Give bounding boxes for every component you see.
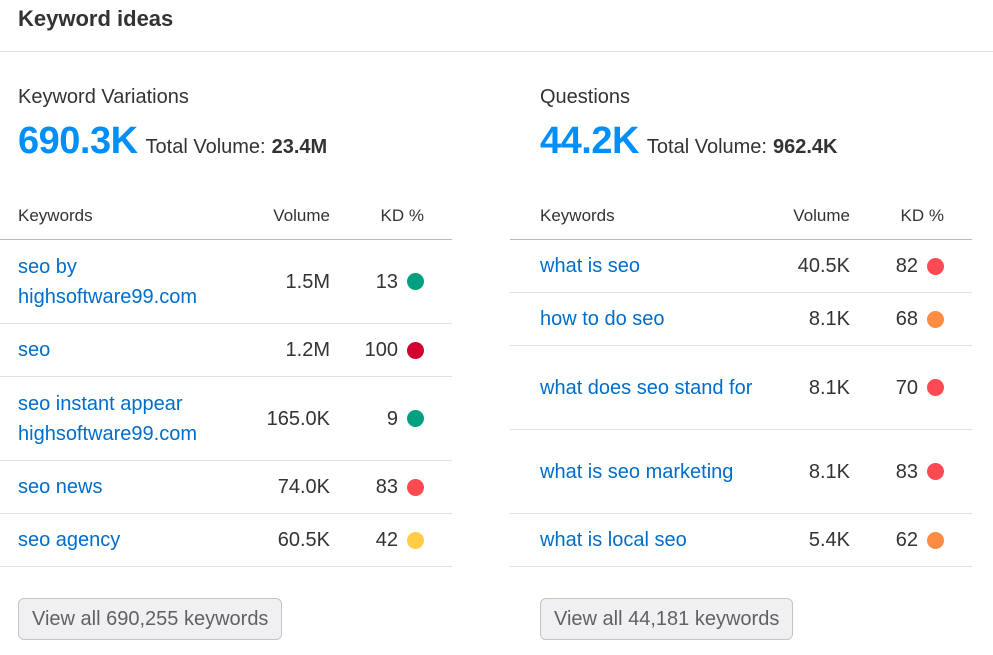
keyword-difficulty: 82 <box>896 254 944 278</box>
table-row: what does seo stand for 8.1K 70 <box>510 346 972 430</box>
kd-value: 62 <box>895 529 918 551</box>
kd-value: 42 <box>375 529 398 551</box>
keyword-link[interactable]: what is local seo <box>540 529 687 551</box>
kd-value: 68 <box>895 308 918 330</box>
table-row: seo by highsoftware99.com 1.5M 13 <box>0 240 452 324</box>
table-row: what is seo marketing 8.1K 83 <box>510 430 972 514</box>
kd-value: 82 <box>895 255 918 277</box>
variations-title: Keyword Variations <box>18 86 189 108</box>
total-volume-label: Total Volume: <box>145 136 266 158</box>
keyword-difficulty: 68 <box>896 307 944 331</box>
kd-value: 9 <box>386 407 398 430</box>
kd-value: 70 <box>895 376 918 399</box>
kd-value: 100 <box>364 339 398 361</box>
total-volume-label: Total Volume: <box>646 136 767 158</box>
keyword-difficulty: 83 <box>376 475 424 499</box>
column-header-kd: KD % <box>900 206 944 225</box>
keyword-difficulty: 100 <box>365 338 424 362</box>
kd-indicator-dot <box>407 410 424 427</box>
kd-indicator-dot <box>927 310 944 328</box>
keyword-volume: 8.1K <box>808 460 850 483</box>
kd-indicator-dot <box>407 273 424 290</box>
keyword-volume: 1.5M <box>285 270 330 293</box>
table-row: seo news 74.0K 83 <box>0 461 452 514</box>
kd-value: 83 <box>375 476 398 498</box>
table-row: what is local seo 5.4K 62 <box>510 514 972 567</box>
variations-table-header: Keywords Volume KD % <box>0 192 452 240</box>
kd-value: 83 <box>895 460 918 483</box>
keyword-difficulty: 70 <box>896 376 944 400</box>
kd-indicator-dot <box>407 341 424 359</box>
table-row: seo agency 60.5K 42 <box>0 514 452 567</box>
variations-count[interactable]: 690.3K <box>18 120 138 162</box>
keyword-volume: 5.4K <box>808 529 850 551</box>
table-row: seo instant appear highsoftware99.com 16… <box>0 377 452 461</box>
view-all-variations-button[interactable]: View all 690,255 keywords <box>18 598 283 640</box>
view-all-questions-button[interactable]: View all 44,181 keywords <box>540 598 794 640</box>
questions-summary: 44.2K Total Volume: 962.4K <box>540 118 837 164</box>
variations-total-volume: 23.4M <box>271 136 328 158</box>
kd-value: 13 <box>375 270 398 293</box>
keyword-difficulty: 62 <box>896 528 944 552</box>
card-title: Keyword ideas <box>18 6 174 31</box>
keyword-link[interactable]: seo <box>18 339 51 361</box>
keyword-difficulty: 13 <box>376 270 424 294</box>
keyword-link[interactable]: how to do seo <box>540 308 665 330</box>
keyword-volume: 74.0K <box>277 476 330 498</box>
keyword-link[interactable]: seo by highsoftware99.com <box>18 255 197 308</box>
keyword-volume: 1.2M <box>285 339 330 361</box>
keyword-volume: 40.5K <box>797 255 850 277</box>
column-header-volume: Volume <box>793 206 850 225</box>
keyword-link[interactable]: what is seo <box>540 255 641 277</box>
keyword-link[interactable]: seo instant appear highsoftware99.com <box>18 392 197 445</box>
column-header-volume: Volume <box>273 206 330 225</box>
keyword-link[interactable]: seo news <box>18 476 103 498</box>
keyword-volume: 8.1K <box>808 308 850 330</box>
card-header: Keyword ideas <box>0 0 993 52</box>
questions-table-body: what is seo 40.5K 82 how to do seo 8.1K … <box>510 240 972 567</box>
table-row: how to do seo 8.1K 68 <box>510 293 972 346</box>
kd-indicator-dot <box>927 379 944 396</box>
questions-panel: Questions 44.2K Total Volume: 962.4K Key… <box>510 52 972 655</box>
column-header-kd: KD % <box>380 206 424 225</box>
column-header-keywords: Keywords <box>18 206 93 225</box>
questions-title: Questions <box>540 86 631 108</box>
keyword-difficulty: 83 <box>896 460 944 484</box>
variations-summary: 690.3K Total Volume: 23.4M <box>18 118 327 164</box>
questions-count[interactable]: 44.2K <box>540 120 639 162</box>
questions-total-volume: 962.4K <box>772 136 838 158</box>
kd-indicator-dot <box>407 531 424 549</box>
keyword-variations-panel: Keyword Variations 690.3K Total Volume: … <box>0 52 452 655</box>
variations-table-body: seo by highsoftware99.com 1.5M 13 seo 1.… <box>0 240 452 567</box>
keyword-link[interactable]: seo agency <box>18 529 121 551</box>
kd-indicator-dot <box>407 478 424 496</box>
table-row: seo 1.2M 100 <box>0 324 452 377</box>
keyword-difficulty: 42 <box>376 528 424 552</box>
questions-table-header: Keywords Volume KD % <box>510 192 972 240</box>
table-row: what is seo 40.5K 82 <box>510 240 972 293</box>
column-header-keywords: Keywords <box>540 206 615 225</box>
keyword-volume: 60.5K <box>277 529 330 551</box>
kd-indicator-dot <box>927 531 944 549</box>
keyword-volume: 8.1K <box>808 376 850 399</box>
keyword-volume: 165.0K <box>266 407 330 430</box>
keyword-difficulty: 9 <box>387 407 424 431</box>
keyword-link[interactable]: what is seo marketing <box>540 460 734 483</box>
kd-indicator-dot <box>927 463 944 480</box>
keyword-link[interactable]: what does seo stand for <box>540 376 753 399</box>
kd-indicator-dot <box>927 257 944 275</box>
